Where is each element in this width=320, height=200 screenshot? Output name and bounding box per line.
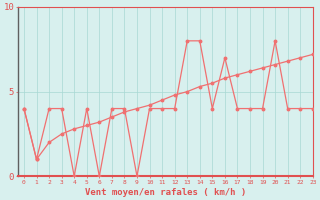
X-axis label: Vent moyen/en rafales ( km/h ): Vent moyen/en rafales ( km/h ) bbox=[84, 188, 246, 197]
